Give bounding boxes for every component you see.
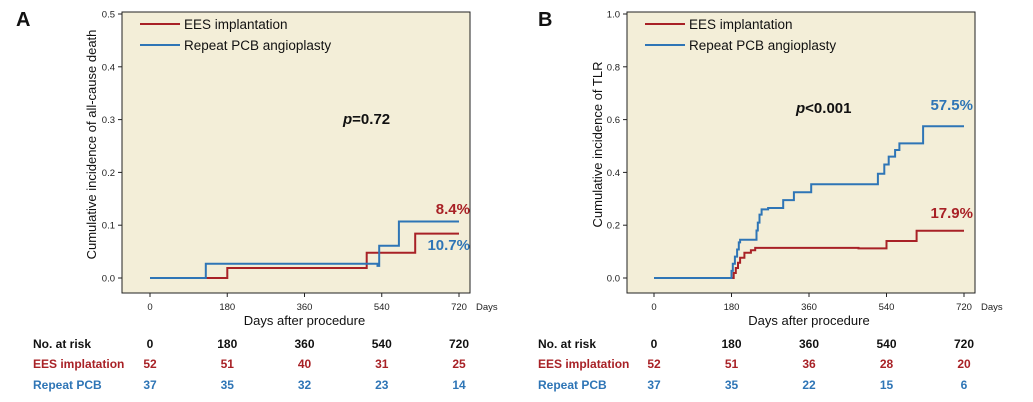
end-value-label: 57.5% — [930, 97, 973, 114]
risk-count: 28 — [880, 357, 894, 371]
x-tick-label: 720 — [956, 302, 972, 313]
x-tick-label: 0 — [147, 302, 152, 313]
p-value-text: =0.72 — [352, 111, 390, 128]
risk-time: 540 — [876, 337, 896, 351]
x-tick-label: 180 — [219, 302, 235, 313]
risk-count: 32 — [298, 378, 312, 392]
risk-count: 52 — [647, 357, 661, 371]
y-tick-label: 0.2 — [607, 221, 620, 232]
y-tick-label: 0.8 — [607, 62, 620, 73]
risk-time: 720 — [449, 337, 469, 351]
y-tick-label: 1.0 — [607, 10, 620, 21]
y-axis-label: Cumulative incidence of TLR — [590, 62, 605, 228]
end-value-label: 8.4% — [436, 201, 470, 218]
risk-count: 14 — [452, 378, 466, 392]
y-tick-label: 0.5 — [102, 10, 115, 21]
y-tick-label: 0.4 — [607, 168, 620, 179]
plot-area — [626, 11, 976, 294]
legend-entry: EES implantation — [689, 17, 793, 32]
risk-count: 35 — [221, 378, 235, 392]
end-value-label: 17.9% — [930, 205, 973, 222]
y-tick-label: 0.6 — [607, 115, 620, 126]
risk-count: 52 — [143, 357, 157, 371]
risk-time: 720 — [954, 337, 974, 351]
risk-count: 51 — [725, 357, 739, 371]
p-symbol: p — [795, 100, 805, 117]
risk-time: 360 — [294, 337, 314, 351]
plot-area — [121, 11, 471, 294]
risk-count: 36 — [802, 357, 816, 371]
series-curve — [150, 220, 459, 279]
panel-label: A — [16, 9, 30, 31]
x-tick-label: 180 — [724, 302, 740, 313]
risk-count: 20 — [957, 357, 971, 371]
risk-row-label: Repeat PCB — [33, 378, 102, 392]
risk-count: 31 — [375, 357, 389, 371]
p-value: p=0.72 — [342, 111, 390, 128]
risk-time: 0 — [651, 337, 658, 351]
risk-count: 25 — [452, 357, 466, 371]
risk-count: 6 — [961, 378, 968, 392]
x-tick-label: 540 — [879, 302, 895, 313]
risk-time: 180 — [217, 337, 237, 351]
risk-row-label: Repeat PCB — [538, 378, 607, 392]
risk-header-label: No. at risk — [33, 337, 91, 351]
legend-entry: Repeat PCB angioplasty — [689, 38, 836, 53]
risk-count: 15 — [880, 378, 894, 392]
y-tick-label: 0.4 — [102, 62, 115, 73]
x-tick-label: 540 — [374, 302, 390, 313]
risk-count: 23 — [375, 378, 389, 392]
x-tick-label: 360 — [297, 302, 313, 313]
legend-entry: EES implantation — [184, 17, 288, 32]
risk-row-label: EES implatation — [538, 357, 629, 371]
p-symbol: p — [342, 111, 352, 128]
series-curve — [654, 125, 964, 279]
risk-count: 40 — [298, 357, 312, 371]
risk-time: 360 — [799, 337, 819, 351]
panel-label: B — [538, 9, 552, 31]
risk-count: 37 — [647, 378, 661, 392]
risk-time: 540 — [372, 337, 392, 351]
legend-entry: Repeat PCB angioplasty — [184, 38, 331, 53]
p-value: p<0.001 — [795, 100, 851, 117]
risk-count: 37 — [143, 378, 157, 392]
y-tick-label: 0.0 — [102, 274, 115, 285]
chart-panel-a: A 0.0 0.1 0.2 0.3 0.4 0.5 0 180 360 540 720 Days Days… — [16, 9, 498, 392]
y-tick-label: 0.2 — [102, 168, 115, 179]
x-tick-label: 720 — [451, 302, 467, 313]
p-value-text: <0.001 — [805, 100, 851, 117]
risk-count: 35 — [725, 378, 739, 392]
risk-count: 22 — [802, 378, 816, 392]
risk-header-label: No. at risk — [538, 337, 596, 351]
series-curve — [150, 232, 459, 279]
x-tick-label: 0 — [651, 302, 656, 313]
risk-count: 51 — [221, 357, 235, 371]
x-unit-label: Days — [476, 302, 498, 313]
risk-time: 0 — [147, 337, 154, 351]
x-tick-label: 360 — [801, 302, 817, 313]
y-tick-label: 0.3 — [102, 115, 115, 126]
risk-time: 180 — [721, 337, 741, 351]
y-axis-label: Cumulative incidence of all-cause death — [84, 30, 99, 260]
x-axis-label: Days after procedure — [748, 313, 869, 328]
end-value-label: 10.7% — [427, 237, 470, 254]
chart-panel-b: B0.00.20.40.60.81.00 180 360 540 720 DaysDays… — [538, 9, 1003, 392]
series-curve — [654, 229, 964, 279]
risk-row-label: EES implatation — [33, 357, 124, 371]
x-unit-label: Days — [981, 302, 1003, 313]
x-axis-label: Days after procedure — [244, 313, 365, 328]
y-tick-label: 0.0 — [607, 274, 620, 285]
y-tick-label: 0.1 — [102, 221, 115, 232]
